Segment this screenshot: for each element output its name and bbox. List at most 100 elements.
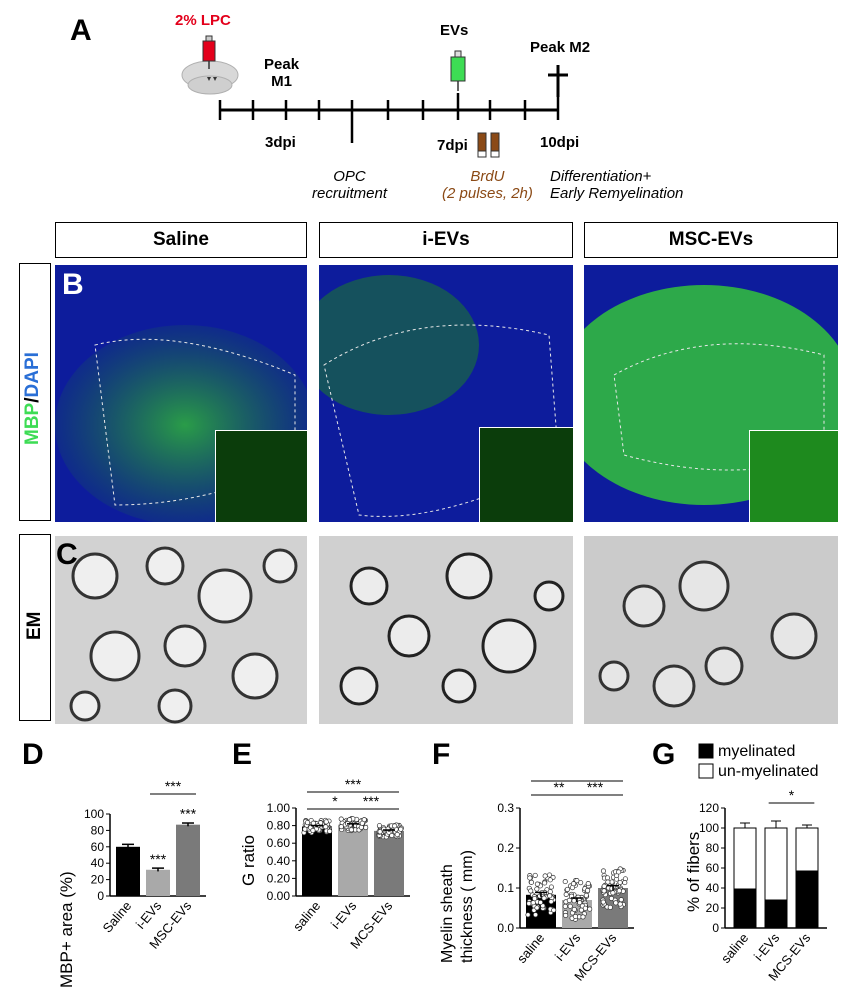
x-tick-label: i-EVs xyxy=(328,898,360,932)
data-point xyxy=(327,828,333,834)
y-tick-label: 80 xyxy=(706,841,720,855)
data-point xyxy=(600,899,606,905)
panel-f-letter: F xyxy=(432,738,451,771)
data-point xyxy=(359,820,365,826)
data-point xyxy=(304,820,311,826)
data-point xyxy=(532,872,538,878)
em-label: EM xyxy=(24,611,45,641)
bar-myelinated xyxy=(733,888,757,929)
bar-un-myelinated xyxy=(733,827,757,890)
data-point xyxy=(574,878,580,884)
data-point xyxy=(547,877,553,883)
x-tick-label: Saline xyxy=(100,898,135,935)
y-tick-label: 1.00 xyxy=(267,801,291,815)
data-point xyxy=(348,827,354,833)
data-point xyxy=(585,881,591,887)
legend-swatch-un-myelinated xyxy=(698,763,714,779)
data-point xyxy=(617,879,623,886)
y-tick-label: 20 xyxy=(91,873,105,887)
y-tick-label: 0.00 xyxy=(267,889,291,903)
data-point xyxy=(618,897,624,903)
data-point xyxy=(542,873,548,879)
data-point xyxy=(525,912,531,918)
panel-c-side-box xyxy=(19,534,51,721)
data-point xyxy=(616,888,622,894)
y-tick-label: 0.40 xyxy=(267,854,291,868)
data-point xyxy=(398,826,404,832)
data-point xyxy=(601,883,607,889)
inset-image-saline xyxy=(215,430,307,522)
timeline-diagram xyxy=(181,35,568,158)
data-point xyxy=(622,880,628,886)
y-tick-label: 100 xyxy=(84,807,104,821)
significance-label: ** xyxy=(554,779,565,795)
data-point xyxy=(363,824,369,831)
data-point xyxy=(604,875,611,881)
significance-label: *** xyxy=(180,806,197,822)
legend-swatch-myelinated xyxy=(698,743,714,759)
y-tick-label: 100 xyxy=(699,821,719,835)
data-point xyxy=(323,819,329,825)
y-axis-label: % of fibers xyxy=(684,832,703,912)
data-point xyxy=(571,881,577,887)
x-tick-label: saline xyxy=(718,930,751,966)
timeline-ticks xyxy=(218,93,560,143)
evs-label: EVs xyxy=(440,22,469,39)
y-tick-label: 0.1 xyxy=(497,881,514,895)
y-tick-label: 0.20 xyxy=(267,871,291,885)
data-point xyxy=(394,831,400,838)
bar-myelinated xyxy=(795,870,819,929)
data-point xyxy=(547,893,553,899)
data-point xyxy=(571,906,577,913)
panel-b-letter: B xyxy=(62,268,84,301)
bar-i-EVs xyxy=(146,869,170,896)
data-point xyxy=(580,914,586,920)
significance-label: *** xyxy=(587,779,604,795)
panel-d-letter: D xyxy=(22,738,44,771)
data-point xyxy=(530,900,536,906)
legend-label-myelinated: myelinated xyxy=(718,743,795,760)
x-tick-label: i-EVs xyxy=(552,930,584,964)
y-tick-label: 0.2 xyxy=(497,841,514,855)
panel-e-letter: E xyxy=(232,738,253,771)
legend-label-un-myelinated: un-myelinated xyxy=(718,763,819,780)
panel-c-letter: C xyxy=(56,538,78,571)
bar-un-myelinated xyxy=(764,827,788,901)
data-point xyxy=(392,823,398,829)
y-tick-label: 20 xyxy=(706,901,720,915)
data-point xyxy=(376,823,383,829)
bar-Saline xyxy=(116,846,140,896)
chart-f: 0.00.10.20.3salinei-EVsMCS-EVs********My… xyxy=(439,778,634,984)
em-image-msc-evs xyxy=(584,536,838,724)
data-point xyxy=(548,884,554,890)
peak-m2-label: Peak M2 xyxy=(530,39,591,56)
y-tick-label: 0.60 xyxy=(267,836,291,850)
data-point xyxy=(577,900,583,906)
dpi3-label: 3dpi xyxy=(265,134,296,151)
bar-myelinated xyxy=(764,899,788,929)
data-point xyxy=(537,899,544,905)
lpc-label: 2% LPC xyxy=(175,12,231,29)
brdu-tubes-icon xyxy=(477,132,500,158)
data-point xyxy=(532,912,539,918)
evs-syringe-icon xyxy=(450,50,466,91)
data-point xyxy=(534,881,540,887)
group-header-i-evs: i-EVs xyxy=(319,222,573,258)
bar-i-EVs xyxy=(338,824,368,896)
data-point xyxy=(567,903,573,909)
bar-un-myelinated xyxy=(795,827,819,872)
y-axis-label-line1: Myelin sheath xyxy=(439,864,456,963)
y-tick-label: 0 xyxy=(712,921,719,935)
data-point xyxy=(587,906,593,912)
data-point xyxy=(534,905,540,911)
y-tick-label: 0 xyxy=(97,889,104,903)
em-image-i-evs xyxy=(319,536,573,724)
data-point xyxy=(338,816,344,822)
y-tick-label: 40 xyxy=(91,856,105,870)
y-tick-label: 120 xyxy=(699,801,719,815)
data-point xyxy=(605,879,611,885)
data-point xyxy=(323,824,329,830)
significance-label: * xyxy=(332,793,338,809)
